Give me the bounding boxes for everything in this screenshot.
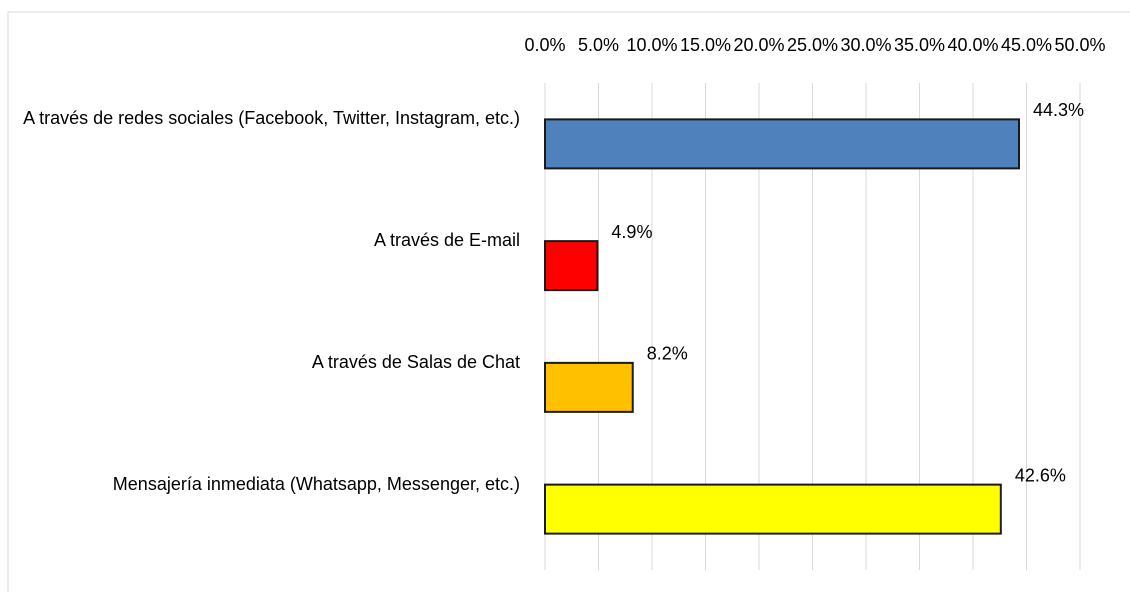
bar	[544, 240, 599, 292]
x-tick-label: 30.0%	[840, 35, 891, 55]
category-label: A través de Salas de Chat	[311, 351, 520, 372]
data-label: 4.9%	[611, 222, 652, 242]
chart-border	[7, 11, 1130, 592]
bar	[544, 361, 634, 413]
bar	[544, 483, 1002, 535]
x-tick-label: 50.0%	[1054, 35, 1105, 55]
bar	[544, 118, 1021, 170]
data-label: 8.2%	[647, 344, 688, 364]
category-label: A través de E-mail	[373, 230, 520, 251]
x-tick-label: 5.0%	[578, 35, 619, 55]
x-tick-label: 10.0%	[626, 35, 677, 55]
x-tick-label: 15.0%	[680, 35, 731, 55]
x-tick-label: 25.0%	[787, 35, 838, 55]
x-tick-label: 35.0%	[894, 35, 945, 55]
data-label: 44.3%	[1033, 100, 1084, 120]
x-tick-label: 0.0%	[524, 35, 565, 55]
x-tick-label: 20.0%	[733, 35, 784, 55]
category-label: A través de redes sociales (Facebook, Tw…	[23, 108, 520, 129]
data-label: 42.6%	[1015, 465, 1066, 485]
x-tick-label: 40.0%	[947, 35, 998, 55]
x-tick-label: 45.0%	[1001, 35, 1052, 55]
category-label: Mensajería inmediata (Whatsapp, Messenge…	[112, 473, 520, 494]
